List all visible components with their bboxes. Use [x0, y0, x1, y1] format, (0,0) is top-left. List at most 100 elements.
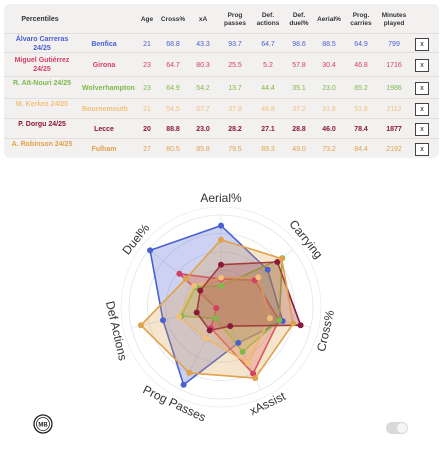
series-point [213, 305, 220, 312]
stat-prog-carries: 46.8 [354, 62, 368, 69]
logo-icon: MB [33, 414, 53, 434]
series-point [182, 275, 189, 282]
stat-def-duel: 57.8 [292, 62, 306, 69]
series-point [255, 274, 262, 281]
header-percentiles: Percentiles [21, 16, 59, 23]
table-row: Álvaro Carreras 24/25 Benfica 21 68.8 43.3 93… [4, 33, 439, 53]
series-point [193, 309, 200, 316]
stat-def-actions: 27.1 [261, 126, 275, 133]
series-point [197, 287, 204, 294]
stat-aerial: 46.0 [322, 126, 336, 133]
series-point [245, 360, 251, 367]
theme-toggle[interactable] [386, 422, 408, 434]
axis-label: Prog Passes [141, 382, 208, 424]
series-point [191, 282, 198, 289]
remove-player-button[interactable]: x [415, 123, 429, 136]
series-point [250, 370, 257, 377]
stat-age: 20 [143, 126, 151, 133]
stat-def-actions: 5.2 [263, 62, 273, 69]
stat-def-duel: 98.6 [292, 40, 306, 48]
player-team: Wolverhampton [82, 85, 135, 92]
series-point [218, 261, 224, 268]
stat-prog-carries: 64.9 [354, 40, 368, 48]
stat-def-duel: 49.0 [292, 146, 306, 153]
stat-prog-passes: 79.5 [228, 146, 242, 153]
logo-text: MB [38, 422, 48, 428]
stat-minutes: 799 [388, 40, 400, 48]
stat-age: 23 [143, 85, 151, 92]
stat-minutes: 1986 [386, 85, 402, 92]
axis-label: Def Actions [103, 300, 130, 362]
series-point [264, 266, 271, 273]
remove-player-button[interactable]: x [415, 59, 429, 72]
table-row: A. Robinson 24/25 Fulham 27 80.5 85.8 79.5 89.… [4, 138, 439, 159]
series-point [176, 270, 183, 277]
stat-def-actions: 44.4 [261, 85, 275, 92]
series-point [276, 317, 283, 324]
series-point [290, 320, 297, 327]
series-point [186, 369, 193, 376]
player-name: Álvaro Carreras 24/25 [15, 35, 69, 52]
stat-cross: 64.7 [166, 62, 180, 69]
stat-prog-carries: 84.4 [354, 146, 368, 153]
remove-player-button[interactable]: x [415, 103, 429, 116]
player-team: Fulham [91, 146, 117, 153]
stat-prog-carries: 78.4 [354, 126, 368, 133]
stat-age: 27 [143, 146, 151, 153]
stat-xa: 54.2 [196, 85, 210, 92]
stat-minutes: 1716 [386, 62, 402, 69]
stat-prog-carries: 51.8 [354, 106, 368, 113]
series-point [266, 315, 273, 322]
stat-xa: 23.0 [196, 126, 210, 133]
stat-prog-passes: 28.2 [228, 126, 242, 133]
player-name: Miguel Gutiérrez 24/25 [14, 57, 70, 73]
stat-cross: 64.9 [166, 85, 180, 92]
stat-aerial: 30.4 [322, 62, 336, 69]
stat-prog-carries: 85.2 [354, 85, 368, 92]
stat-cross: 80.5 [166, 146, 180, 153]
outer-ring [120, 206, 322, 408]
stat-xa: 67.7 [196, 106, 210, 113]
series-point [218, 236, 224, 243]
header-cross: Cross% [160, 16, 186, 23]
stat-aerial: 31.8 [322, 106, 336, 113]
table-row: R. Aït-Nouri 24/25 Wolverhampton 23 64.9 54.… [4, 76, 439, 99]
stat-age: 21 [143, 40, 151, 48]
series-point [239, 348, 246, 355]
stat-minutes: 1877 [386, 126, 402, 133]
stat-def-duel: 28.8 [292, 126, 306, 133]
header-xa: xA [198, 16, 208, 23]
stat-prog-passes: 25.5 [228, 62, 242, 69]
remove-player-button[interactable]: x [415, 143, 429, 156]
series-area [178, 276, 271, 364]
stat-xa: 85.8 [196, 146, 210, 153]
remove-player-button[interactable]: x [415, 37, 429, 51]
series-point [252, 375, 259, 382]
series-point [180, 381, 187, 388]
stat-prog-passes: 37.8 [228, 106, 242, 113]
stat-aerial: 23.0 [322, 85, 336, 92]
player-team: Girona [92, 62, 116, 69]
comparison-table: Percentiles Age Cross% xA Prog passes De… [4, 4, 439, 158]
stat-xa: 43.3 [196, 40, 210, 48]
header-def-actions: Def. actions [256, 12, 280, 27]
header-prog-carries: Prog. carries [350, 12, 372, 27]
player-name: P. Dorgu 24/25 [18, 121, 66, 128]
stat-minutes: 2112 [386, 106, 402, 113]
remove-player-button[interactable]: x [415, 82, 429, 95]
header-aerial: Aerial% [317, 16, 341, 23]
header-minutes: Minutes played [381, 12, 407, 27]
table-row: M. Kerkez 24/25 Bournemouth 21 54.5 67.7 37.8… [4, 98, 439, 119]
player-team: Lecce [94, 126, 114, 133]
stat-cross: 68.8 [166, 40, 180, 48]
stat-age: 23 [143, 62, 151, 69]
series-point [297, 322, 304, 329]
header-def-duel: Def. duel% [289, 12, 309, 27]
series-point [218, 282, 224, 289]
series-point [147, 247, 154, 254]
stat-def-actions: 46.8 [261, 106, 275, 113]
stat-prog-passes: 93.7 [228, 40, 242, 48]
stat-prog-passes: 13.7 [228, 85, 242, 92]
stat-age: 21 [143, 106, 151, 113]
